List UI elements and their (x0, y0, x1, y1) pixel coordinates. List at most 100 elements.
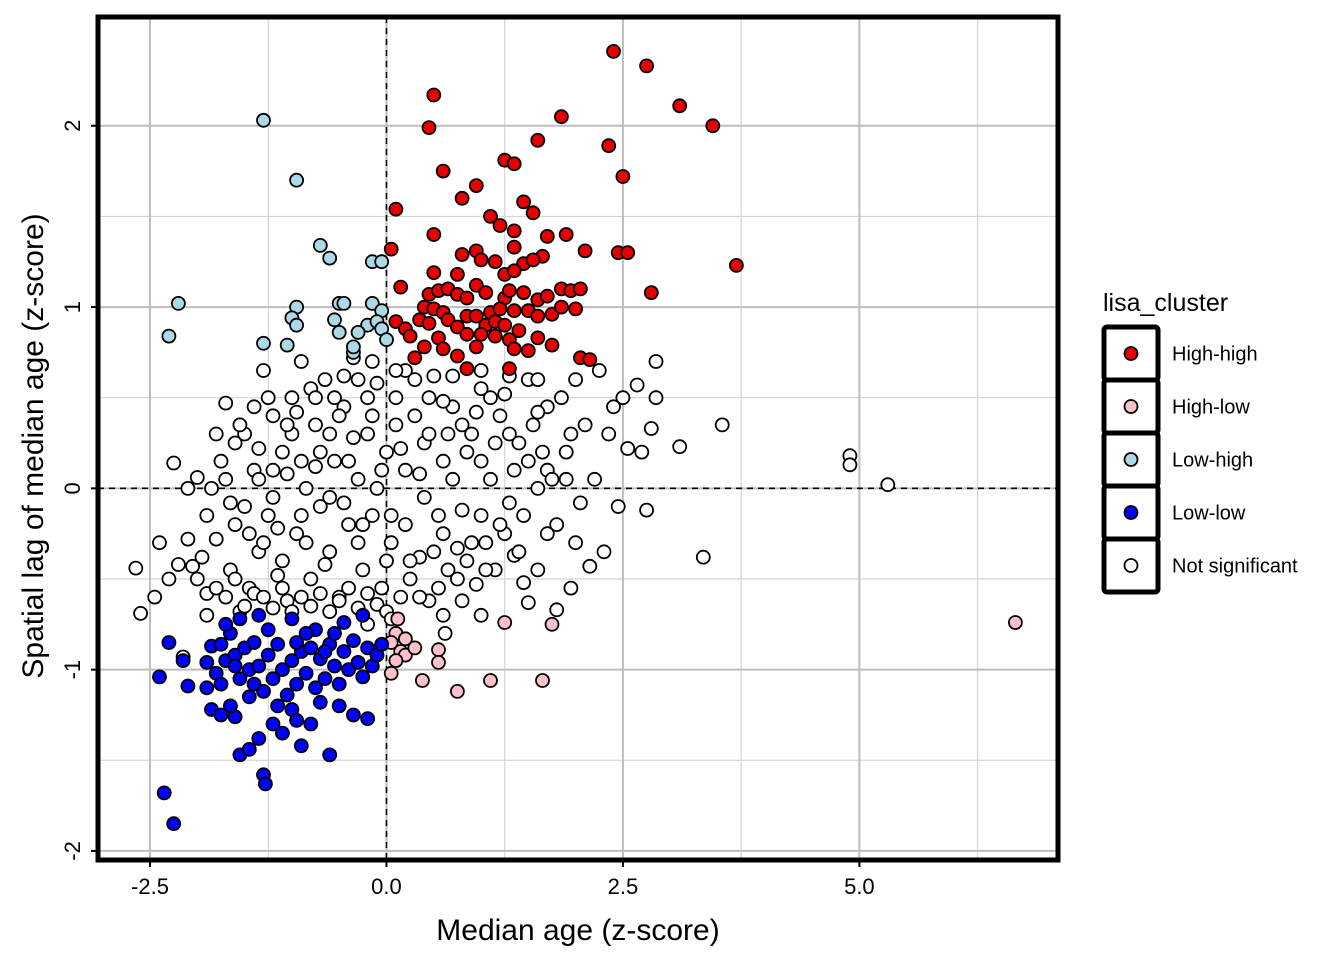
point-not-significant (208, 426, 224, 442)
point-high-high (454, 190, 470, 206)
point-not-significant (530, 562, 546, 578)
point-not-significant (317, 372, 333, 388)
point-high-high (473, 326, 489, 342)
point-not-significant (492, 517, 508, 532)
point-not-significant (364, 508, 380, 523)
point-high-high (473, 252, 489, 268)
point-low-high (289, 317, 305, 333)
point-not-significant (232, 417, 248, 433)
point-high-high (459, 290, 475, 306)
point-not-significant (601, 426, 617, 442)
point-low-low (336, 644, 352, 659)
point-not-significant (714, 417, 730, 433)
point-high-high (568, 301, 583, 317)
legend-label-low-low: Low-low (1172, 503, 1246, 525)
point-high-low (1008, 615, 1023, 630)
point-not-significant (558, 471, 574, 487)
point-high-low (497, 615, 513, 630)
point-high-high (426, 87, 442, 103)
point-not-significant (265, 462, 281, 478)
point-low-low (265, 671, 281, 687)
point-low-low (303, 716, 319, 732)
point-high-high (421, 120, 437, 135)
point-not-significant (341, 580, 357, 596)
point-low-low (331, 698, 347, 714)
point-high-high (501, 283, 517, 299)
point-not-significant (374, 462, 390, 478)
point-high-high (554, 299, 569, 315)
point-low-high (256, 335, 271, 351)
point-low-low (175, 653, 191, 668)
point-low-low (360, 711, 376, 726)
point-high-high (402, 328, 418, 344)
point-high-high (468, 277, 484, 293)
point-not-significant (563, 580, 579, 596)
data-points (128, 44, 1023, 832)
point-low-low (199, 680, 215, 696)
point-low-low (317, 671, 333, 687)
point-high-low (535, 673, 550, 688)
point-not-significant (397, 462, 413, 478)
point-not-significant (237, 598, 253, 614)
point-high-high (459, 326, 475, 342)
point-not-significant (511, 435, 527, 451)
legend: lisa_cluster High-high High-low Low-high Lo… (1101, 289, 1298, 595)
y-tick-label: 0 (60, 482, 85, 494)
reference-lines (98, 17, 1058, 860)
point-low-high (379, 332, 394, 348)
point-low-low (260, 622, 276, 638)
point-not-significant (672, 439, 688, 455)
point-low-low (336, 615, 352, 630)
point-high-high (506, 341, 522, 357)
point-not-significant (416, 489, 432, 505)
point-not-significant (440, 562, 456, 578)
point-not-significant (426, 544, 442, 560)
point-low-low (161, 635, 177, 650)
point-high-high (506, 263, 522, 279)
point-low-low (312, 694, 328, 710)
point-high-low (449, 684, 465, 699)
point-not-significant (634, 444, 650, 460)
y-tick-label: 2 (60, 120, 85, 132)
point-high-high (483, 208, 498, 224)
point-not-significant (350, 471, 366, 487)
point-not-significant (629, 377, 645, 393)
point-not-significant (511, 544, 527, 560)
point-not-significant (284, 390, 300, 406)
point-not-significant (393, 441, 409, 456)
point-high-high (601, 138, 617, 154)
point-not-significant (185, 558, 201, 574)
point-high-high (582, 352, 598, 368)
point-high-high (383, 241, 399, 257)
point-low-high (279, 337, 295, 353)
point-low-low (222, 698, 238, 714)
point-not-significant (312, 499, 328, 514)
point-not-significant (369, 480, 385, 496)
point-not-significant (454, 417, 470, 433)
point-not-significant (322, 489, 338, 505)
point-high-high (530, 330, 546, 346)
point-not-significant (568, 535, 583, 551)
point-not-significant (530, 480, 546, 496)
point-low-low (279, 687, 295, 703)
point-low-low (257, 776, 273, 792)
point-high-low (407, 640, 423, 656)
point-not-significant (487, 435, 503, 451)
point-low-low (284, 611, 300, 627)
point-not-significant (421, 390, 437, 406)
point-high-high (487, 254, 503, 270)
point-not-significant (208, 531, 224, 547)
point-not-significant (308, 390, 323, 406)
point-not-significant (161, 571, 177, 587)
point-not-significant (265, 408, 281, 424)
point-not-significant (397, 517, 413, 532)
point-not-significant (695, 549, 711, 565)
point-not-significant (558, 444, 574, 460)
y-tick-label: 1 (60, 301, 85, 313)
point-not-significant (298, 480, 314, 496)
point-not-significant (218, 471, 234, 487)
point-not-significant (648, 354, 664, 369)
point-high-high (516, 285, 531, 301)
point-not-significant (393, 589, 409, 605)
point-not-significant (204, 480, 219, 496)
